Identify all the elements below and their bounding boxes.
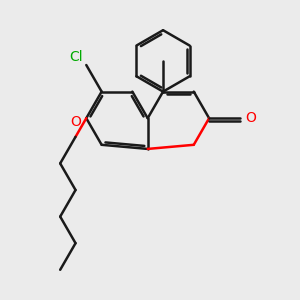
Text: O: O <box>245 111 256 125</box>
Text: O: O <box>70 115 81 129</box>
Text: Cl: Cl <box>70 50 83 64</box>
